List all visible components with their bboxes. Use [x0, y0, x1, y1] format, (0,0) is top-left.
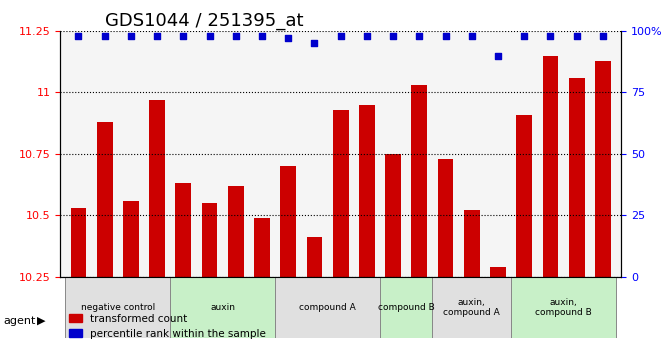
Point — [73, 33, 84, 39]
Bar — [307, 237, 323, 345]
Bar — [149, 100, 165, 345]
Bar — [71, 208, 86, 345]
Bar — [411, 85, 428, 345]
Bar — [438, 159, 454, 345]
Bar — [568, 78, 584, 345]
FancyBboxPatch shape — [170, 277, 275, 338]
Point — [388, 33, 399, 39]
Bar — [202, 203, 218, 345]
Bar — [490, 267, 506, 345]
Text: auxin: auxin — [210, 303, 235, 312]
FancyBboxPatch shape — [511, 277, 616, 338]
Point — [152, 33, 162, 39]
FancyBboxPatch shape — [275, 277, 380, 338]
Point — [598, 33, 609, 39]
Point — [414, 33, 425, 39]
Bar — [123, 200, 139, 345]
Bar — [97, 122, 113, 345]
Point — [309, 41, 320, 46]
Point — [230, 33, 241, 39]
Bar — [333, 110, 349, 345]
Text: auxin,
compound B: auxin, compound B — [535, 298, 592, 317]
Text: compound A: compound A — [299, 303, 356, 312]
Text: GDS1044 / 251395_at: GDS1044 / 251395_at — [105, 12, 303, 30]
Bar — [516, 115, 532, 345]
Point — [335, 33, 346, 39]
FancyBboxPatch shape — [380, 277, 432, 338]
Point — [440, 33, 451, 39]
Point — [361, 33, 372, 39]
Point — [545, 33, 556, 39]
Point — [126, 33, 136, 39]
Legend: transformed count, percentile rank within the sample: transformed count, percentile rank withi… — [65, 310, 271, 343]
Bar — [359, 105, 375, 345]
Bar — [254, 218, 270, 345]
FancyBboxPatch shape — [432, 277, 511, 338]
Text: ▶: ▶ — [37, 316, 45, 326]
Text: negative control: negative control — [81, 303, 155, 312]
Bar — [176, 183, 191, 345]
FancyBboxPatch shape — [65, 277, 170, 338]
Bar — [228, 186, 244, 345]
Point — [571, 33, 582, 39]
Text: auxin,
compound A: auxin, compound A — [444, 298, 500, 317]
Point — [204, 33, 215, 39]
Point — [283, 36, 293, 41]
Bar — [595, 60, 611, 345]
Bar — [385, 154, 401, 345]
Text: agent: agent — [3, 316, 35, 326]
Point — [178, 33, 188, 39]
Text: compound B: compound B — [378, 303, 435, 312]
Bar — [464, 210, 480, 345]
Point — [257, 33, 267, 39]
Point — [519, 33, 530, 39]
Bar — [542, 56, 558, 345]
Point — [466, 33, 477, 39]
Point — [493, 53, 504, 58]
Point — [100, 33, 110, 39]
Bar — [281, 166, 296, 345]
